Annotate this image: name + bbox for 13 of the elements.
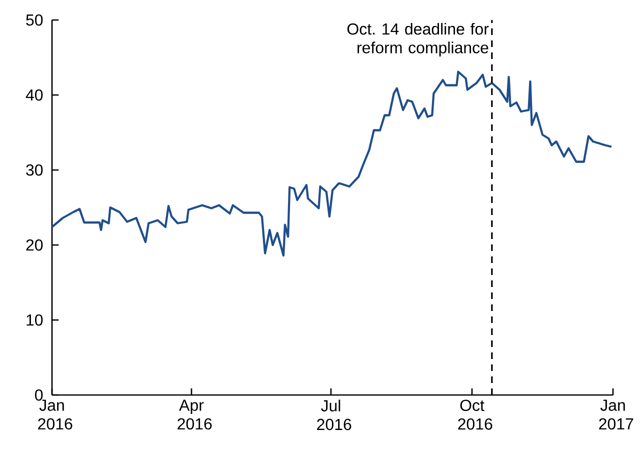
line-series: [50, 70, 613, 257]
x-tick-label: Apr 2016: [178, 400, 212, 430]
y-tick-label: 0: [35, 389, 43, 401]
y-tick-label: 40: [26, 89, 43, 101]
y-tick-label: 10: [26, 314, 43, 326]
y-tick-label: 20: [26, 239, 43, 251]
x-tick-label: Jul 2016: [317, 400, 352, 430]
y-tick-label: 50: [26, 14, 43, 26]
x-tick-label: Jan 2016: [38, 400, 72, 430]
x-tick-label: Oct 2016: [458, 400, 492, 430]
x-tick-label: Jan 2017: [599, 400, 634, 430]
ref-line-label: Oct. 14 deadline for reform compliance: [347, 22, 489, 57]
y-tick-label: 30: [26, 164, 43, 176]
